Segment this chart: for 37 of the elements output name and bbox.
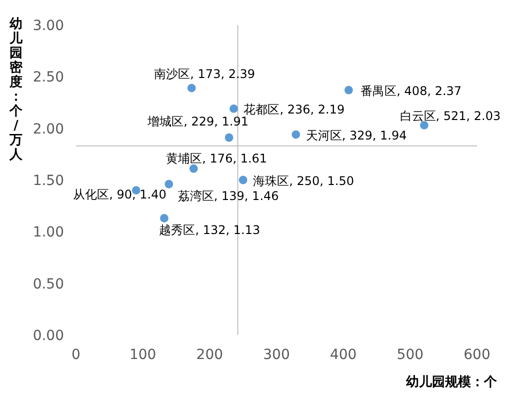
y-tick-label: 1.00 bbox=[32, 224, 64, 241]
data-label: 海珠区, 250, 1.50 bbox=[253, 174, 354, 188]
x-axis-title: 幼儿园规模：个 bbox=[405, 375, 498, 390]
data-label: 花都区, 236, 2.19 bbox=[244, 102, 345, 117]
point bbox=[224, 133, 234, 142]
y-tick-label: 0.50 bbox=[32, 276, 64, 292]
x-tick-label: 0 bbox=[72, 347, 80, 363]
point bbox=[344, 86, 353, 94]
x-tick-label: 500 bbox=[396, 347, 424, 363]
data-label: 荔湾区, 139, 1.46 bbox=[178, 189, 279, 204]
y-tick-label: 2.00 bbox=[32, 121, 64, 138]
data-label: 白云区, 521, 2.03 bbox=[400, 109, 501, 124]
point bbox=[164, 180, 174, 188]
text: 幼儿园密度：个/万人 bbox=[10, 17, 22, 162]
point bbox=[187, 84, 196, 92]
x-tick-label: 100 bbox=[129, 347, 156, 363]
x-tick-label: 300 bbox=[263, 347, 290, 363]
x-tick-label: 400 bbox=[330, 347, 357, 363]
data-label: 从化区, 90, 1.40 bbox=[73, 187, 166, 202]
data-label: 越秀区, 132, 1.13 bbox=[159, 223, 260, 238]
data-label: 番禺区, 408, 2.37 bbox=[360, 84, 462, 98]
point bbox=[420, 121, 428, 130]
x-tick-label: 200 bbox=[196, 347, 224, 363]
y-tick-label: 1.50 bbox=[32, 173, 64, 189]
data-label: 天河区, 329, 1.94 bbox=[306, 128, 407, 143]
data-label: 南沙区, 173, 2.39 bbox=[154, 67, 256, 82]
point bbox=[292, 130, 300, 139]
y-tick-label: 2.50 bbox=[32, 70, 64, 86]
point bbox=[189, 164, 198, 173]
point bbox=[238, 176, 248, 184]
data-label: 黄埔区, 176, 1.61 bbox=[166, 152, 268, 166]
point bbox=[230, 104, 238, 113]
data-label: 增城区, 229, 1.91 bbox=[146, 114, 248, 129]
y-tick-label: 3.00 bbox=[32, 18, 64, 34]
y-tick-label: 0.00 bbox=[32, 328, 64, 344]
x-tick-label: 600 bbox=[464, 347, 490, 363]
point bbox=[160, 214, 168, 222]
